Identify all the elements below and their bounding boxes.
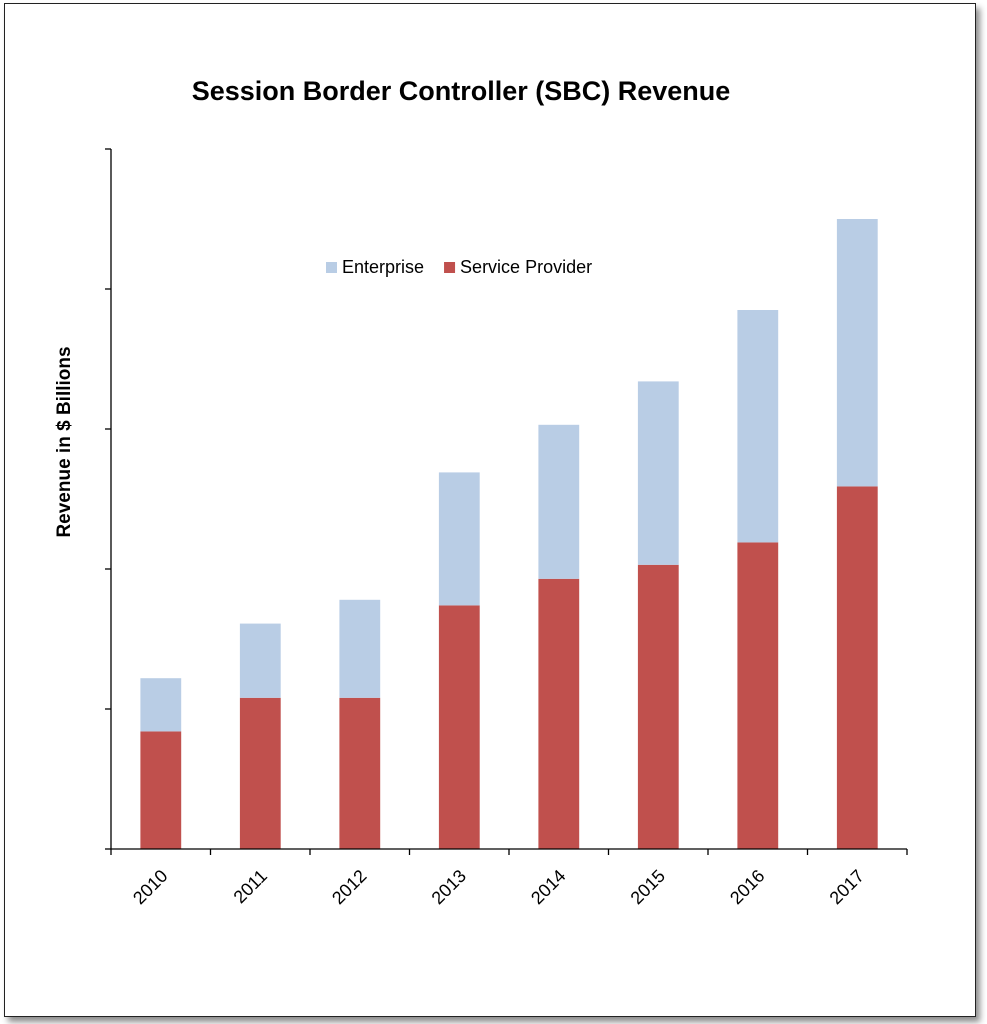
bar-service-provider-2011 — [239, 697, 281, 849]
x-tick-label: 2013 — [428, 866, 470, 908]
x-tick-label: 2012 — [328, 866, 370, 908]
bar-enterprise-2012 — [339, 599, 381, 698]
x-tick-label: 2014 — [527, 866, 569, 908]
bar-enterprise-2010 — [140, 678, 182, 732]
revenue-chart: Session Border Controller (SBC) Revenue … — [54, 76, 908, 908]
x-tick-label: 2016 — [726, 866, 768, 908]
legend-swatch-service-provider — [444, 262, 456, 273]
y-axis-label: Revenue in $ Billions — [54, 346, 75, 537]
x-tick-label: 2011 — [230, 866, 272, 908]
bar-enterprise-2015 — [637, 381, 679, 565]
bar-enterprise-2011 — [239, 623, 281, 698]
chart-frame: Session Border Controller (SBC) Revenue … — [4, 3, 976, 1017]
x-tick-label: 2015 — [627, 866, 669, 908]
x-tick-label: 2017 — [826, 866, 868, 908]
bar-service-provider-2015 — [637, 564, 679, 849]
bars-group — [140, 219, 878, 849]
bar-enterprise-2017 — [836, 219, 878, 487]
legend-label-enterprise: Enterprise — [342, 257, 424, 277]
bar-enterprise-2016 — [737, 310, 779, 543]
bar-service-provider-2014 — [538, 578, 580, 849]
bar-enterprise-2013 — [438, 472, 480, 606]
legend: Enterprise Service Provider — [326, 257, 592, 277]
bar-enterprise-2014 — [538, 424, 580, 579]
bar-service-provider-2016 — [737, 542, 779, 849]
legend-swatch-enterprise — [326, 262, 337, 273]
bar-service-provider-2010 — [140, 731, 182, 849]
x-tick-label: 2010 — [129, 866, 171, 908]
bar-service-provider-2012 — [339, 697, 381, 849]
bar-service-provider-2017 — [836, 486, 878, 849]
bar-service-provider-2013 — [438, 605, 480, 849]
chart-title: Session Border Controller (SBC) Revenue — [192, 76, 731, 106]
legend-label-service-provider: Service Provider — [460, 257, 592, 277]
